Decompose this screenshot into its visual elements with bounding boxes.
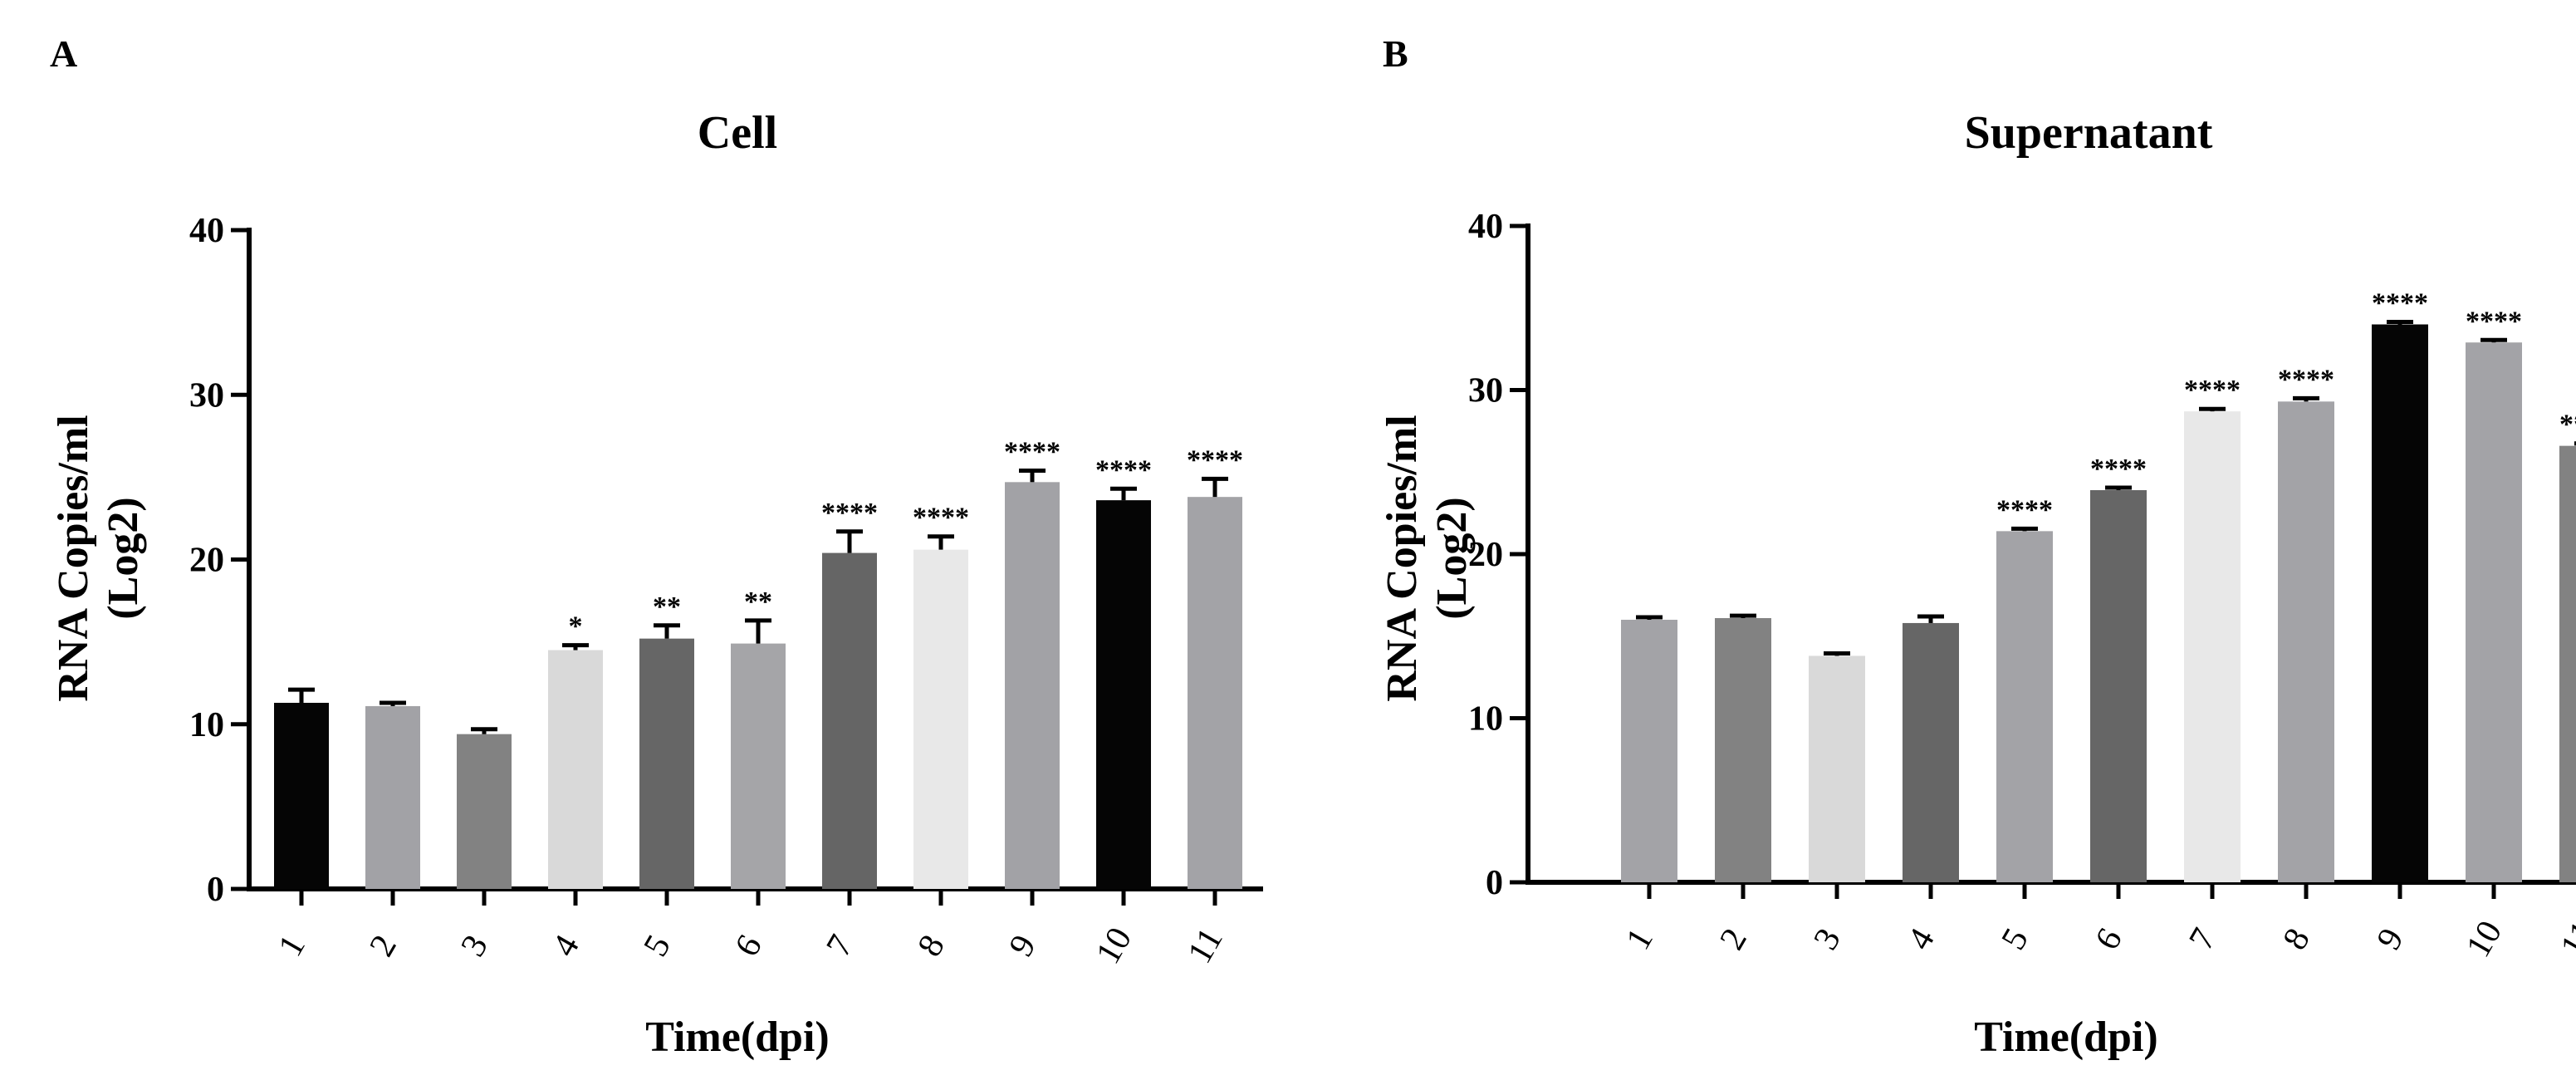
panel-b-ytick-label: 20 <box>1468 536 1503 574</box>
panel-a-bar <box>1096 500 1151 889</box>
panel-a-xtick-label: 2 <box>363 929 404 963</box>
panel-b-bar <box>1715 618 1771 882</box>
panel-b-xtick-label: 8 <box>2276 922 2318 956</box>
panel-b-ytick-label: 0 <box>1486 864 1503 902</box>
panel-b-xtick-label: 2 <box>1713 922 1755 956</box>
panel-a-bar <box>822 552 877 889</box>
panel-a-ytick-label: 10 <box>189 706 224 744</box>
panel-a-ytick-label: 0 <box>207 871 224 909</box>
panel-b-bar <box>2372 324 2428 882</box>
panel-a-bar <box>548 650 603 889</box>
panel-a: A Cell RNA Copies/ml (Log2) Time(dpi) 0 1… <box>50 32 1263 1061</box>
panel-b-significance-label: **** <box>2559 410 2576 440</box>
panel-a-bar <box>731 643 786 889</box>
panel-b-bar <box>2090 489 2147 882</box>
panel-a-bar <box>1188 497 1242 889</box>
panel-b-significance-label: **** <box>1996 494 2053 525</box>
panel-a-ytick-label: 40 <box>189 212 224 250</box>
panel-b-bar <box>1996 531 2053 882</box>
panel-b-bar <box>1809 655 1865 882</box>
panel-a-bar <box>274 702 329 889</box>
panel-a-significance-label: * <box>569 611 583 642</box>
panel-a-ylabel-line2: (Log2) <box>100 497 147 619</box>
panel-a-bar <box>1005 482 1060 889</box>
panel-a-significance-label: **** <box>913 503 969 533</box>
panel-b-bar <box>2184 411 2241 882</box>
panel-a-xlabel: Time(dpi) <box>645 1014 830 1061</box>
panel-b-ytick-label: 40 <box>1468 208 1503 246</box>
panel-a-xtick-label: 4 <box>546 929 587 963</box>
panel-a-bar <box>365 705 420 889</box>
panel-b-significance-label: **** <box>2184 375 2241 405</box>
panel-b-bar <box>1621 620 1677 882</box>
panel-a-title: Cell <box>698 107 777 159</box>
panel-b-ylabel-line2: (Log2) <box>1428 497 1476 619</box>
panel-b-significance-label: **** <box>2372 288 2428 319</box>
panel-b-xtick-label: 5 <box>1995 922 2036 956</box>
panel-a-significance-label: **** <box>1187 444 1243 475</box>
panel-a-significance-label: **** <box>1095 454 1152 485</box>
panel-b-ytick-label: 10 <box>1468 700 1503 739</box>
panel-b-significance-label: **** <box>2466 306 2522 336</box>
panel-a-letter: A <box>50 32 77 75</box>
panel-b-xlabel: Time(dpi) <box>1974 1014 2158 1061</box>
panel-a-xtick-label: 1 <box>272 929 313 963</box>
panel-a-xtick-label: 5 <box>637 929 678 963</box>
panel-a-ytick-label: 30 <box>189 376 224 415</box>
panel-b-significance-label: **** <box>2278 364 2334 395</box>
panel-b-bar <box>2466 342 2522 883</box>
panel-b-xtick-label: 6 <box>2089 922 2130 956</box>
panel-b-title: Supernatant <box>1965 107 2213 159</box>
panel-b-letter: B <box>1383 32 1408 75</box>
panel-a-ylabel-line1: RNA Copies/ml <box>50 415 97 701</box>
panel-a-significance-label: ** <box>744 587 772 617</box>
panel-a-ytick-label: 20 <box>189 542 224 580</box>
panel-a-xtick-label: 7 <box>820 929 861 963</box>
panel-a-xtick-label: 3 <box>454 929 496 963</box>
panel-b-plot: 0 10 20 30 40 1 2 3 4 **** 5 **** 6 **** 7 **** 8 **** 9 **… <box>1468 208 2576 964</box>
panel-b-ylabel-line1: RNA Copies/ml <box>1379 415 1426 701</box>
panel-b-ytick-label: 30 <box>1468 372 1503 410</box>
panel-a-bar <box>457 734 512 889</box>
panel-a-significance-label: ** <box>653 592 681 622</box>
panel-b-bar <box>2278 401 2334 882</box>
panel-b-xtick-label: 1 <box>1619 922 1661 956</box>
panel-b-significance-label: **** <box>2090 454 2147 484</box>
panel-b: B Supernatant RNA Copies/ml (Log2) Time(… <box>1379 32 2576 1061</box>
panel-b-xtick-label: 7 <box>2182 922 2224 956</box>
panel-a-xtick-label: 6 <box>728 929 770 963</box>
panel-a-xtick-label: 10 <box>1089 921 1139 970</box>
panel-b-xtick-label: 11 <box>2554 915 2576 963</box>
panel-b-xtick-label: 3 <box>1807 922 1849 956</box>
panel-a-plot: 0 10 20 30 40 1 2 3 * 4 ** 5 ** 6 **** 7 **** 8 **** 9 **** 1… <box>189 212 1263 970</box>
panel-b-xtick-label: 4 <box>1901 922 1942 956</box>
panel-a-xtick-label: 9 <box>1002 929 1044 963</box>
panel-a-significance-label: **** <box>1004 436 1060 467</box>
panel-a-significance-label: **** <box>821 498 878 528</box>
panel-b-bar <box>1903 622 1959 882</box>
panel-a-xtick-label: 11 <box>1181 921 1231 970</box>
panel-a-bar <box>639 638 694 889</box>
panel-a-xtick-label: 8 <box>911 929 953 963</box>
panel-b-xtick-label: 9 <box>2370 922 2412 956</box>
panel-a-bar <box>913 549 968 889</box>
panel-b-xtick-label: 10 <box>2459 915 2510 964</box>
panel-b-bar <box>2559 445 2576 882</box>
